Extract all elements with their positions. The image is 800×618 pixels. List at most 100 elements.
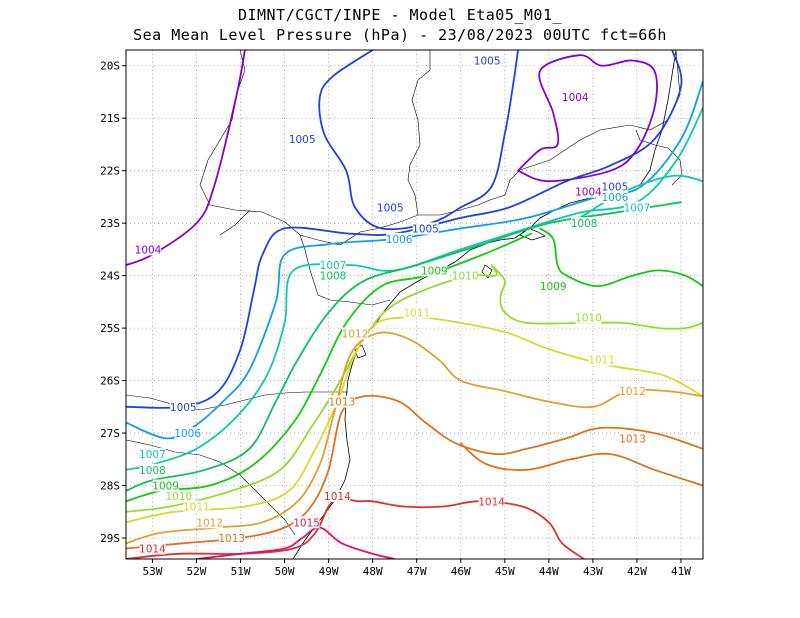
isobar-label-bg [575,311,602,324]
isobar-label-1012: 1012 [196,517,223,529]
isobar-label-1009: 1009 [421,265,448,277]
isobar-label-bg [386,232,413,245]
coastline [292,50,677,559]
isobar-label-bg [328,395,355,408]
state-borders [126,50,683,536]
isobar-1012 [126,331,703,545]
lon-tick-label: 41W [671,565,691,578]
lat-tick-label: 24S [100,270,120,283]
chart-title-line-2: Sea Mean Level Pressure (hPa) - 23/08/20… [133,26,667,44]
isobar-1015 [195,526,396,559]
lon-tick-label: 44W [539,565,559,578]
isobar-label-bg [183,500,210,513]
isobar-label-1015: 1015 [293,517,320,529]
coast-detail [354,227,546,359]
isobar-label-bg [152,479,179,492]
lat-tick-label: 26S [100,375,120,388]
isobar-label-1013: 1013 [218,533,245,545]
lon-tick-label: 42W [627,565,647,578]
isobar-label-bg [377,201,404,214]
isobar-label-bg [289,133,316,146]
isobar-label-bg [139,448,166,461]
isobar-label-bg [575,185,602,198]
isobar-label-1004: 1004 [135,244,162,256]
isobar-label-bg [562,91,589,104]
isobar-1013 [126,394,703,550]
isobar-label-1005: 1005 [602,181,629,193]
isobar-label-bg [588,353,615,366]
isobar-label-1007: 1007 [320,260,347,272]
isobar-label-bg [623,201,650,214]
isobar-1004 [126,50,246,266]
isobar-1009 [539,227,703,287]
isobar-label-bg [619,432,646,445]
isobar-label-1012: 1012 [619,386,646,398]
isobar-label-bg [474,54,501,67]
lon-tick-label: 43W [583,565,603,578]
isobar-label-1005: 1005 [289,134,316,146]
isobar-label-1011: 1011 [183,502,210,514]
isobar-label-1005: 1005 [474,55,501,67]
lon-tick-label: 45W [495,565,515,578]
isobar-label-bg [320,269,347,282]
lat-tick-label: 27S [100,427,120,440]
isobar-label-bg [421,264,448,277]
isobar-1010 [490,264,703,330]
isobar-label-bg [478,495,505,508]
isobar-label-bg [165,490,192,503]
isobar-label-bg [571,217,598,230]
isobar-label-bg [342,327,369,340]
isobar-label-1011: 1011 [588,355,615,367]
lat-lon-grid [122,50,703,563]
isobar-1007 [578,174,703,219]
lat-tick-label: 20S [100,60,120,73]
isobar-1007 [126,106,703,471]
isobar-label-1010: 1010 [165,491,192,503]
longitude-tick-labels: 53W 52W 51W 50W 49W 48W 47W 46W 45W 44W 43W 42W 41W [142,565,691,578]
isobar-1011 [126,316,703,524]
isobar-label-1010: 1010 [452,271,479,283]
isobar-label-bg [324,490,351,503]
isobar-label-bg [619,385,646,398]
isobar-label-1008: 1008 [571,218,598,230]
isobar-label-1010: 1010 [575,313,602,325]
isobar-label-1008: 1008 [139,465,166,477]
isobar-label-1007: 1007 [139,449,166,461]
isobar-label-1009: 1009 [540,281,567,293]
isobar-label-bg [135,243,162,256]
plot-frame [125,49,704,560]
latitude-tick-labels: 20S 21S 22S 23S 24S 25S 26S 27S 28S 29S [100,60,120,545]
isobar-label-1004: 1004 [575,187,602,199]
isobar-label-1005: 1005 [377,202,404,214]
isobar-label-1008: 1008 [320,271,347,283]
isobar-labels: 1004100410041005100510051005100510051006… [135,54,651,556]
isobar-label-1012: 1012 [342,328,369,340]
isobar-label-bg [540,280,567,293]
isobar-label-1013: 1013 [619,433,646,445]
coastline-and-borders: 1004100410041005100510051005100510051006… [126,50,703,559]
isobar-label-1004: 1004 [562,92,589,104]
lat-tick-label: 22S [100,165,120,178]
lon-tick-label: 46W [451,565,471,578]
lat-tick-label: 28S [100,480,120,493]
isobar-label-1011: 1011 [403,307,430,319]
lat-tick-label: 29S [100,532,120,545]
isobar-label-bg [293,516,320,529]
lon-tick-label: 47W [407,565,427,578]
lon-tick-label: 53W [142,565,162,578]
isobar-label-1005: 1005 [412,223,439,235]
isobar-label-1009: 1009 [152,481,179,493]
isobar-label-bg [170,400,197,413]
isobar-label-1005: 1005 [170,402,197,414]
isobar-label-1007: 1007 [624,202,651,214]
lat-tick-label: 25S [100,322,120,335]
lon-tick-label: 52W [187,565,207,578]
isobar-label-bg [452,269,479,282]
isobar-label-bg [139,463,166,476]
isobar-1004 [517,54,658,183]
isobar-label-1006: 1006 [174,428,201,440]
isobar-contours [126,50,703,559]
lat-tick-label: 21S [100,112,120,125]
isobar-1013 [459,442,703,487]
